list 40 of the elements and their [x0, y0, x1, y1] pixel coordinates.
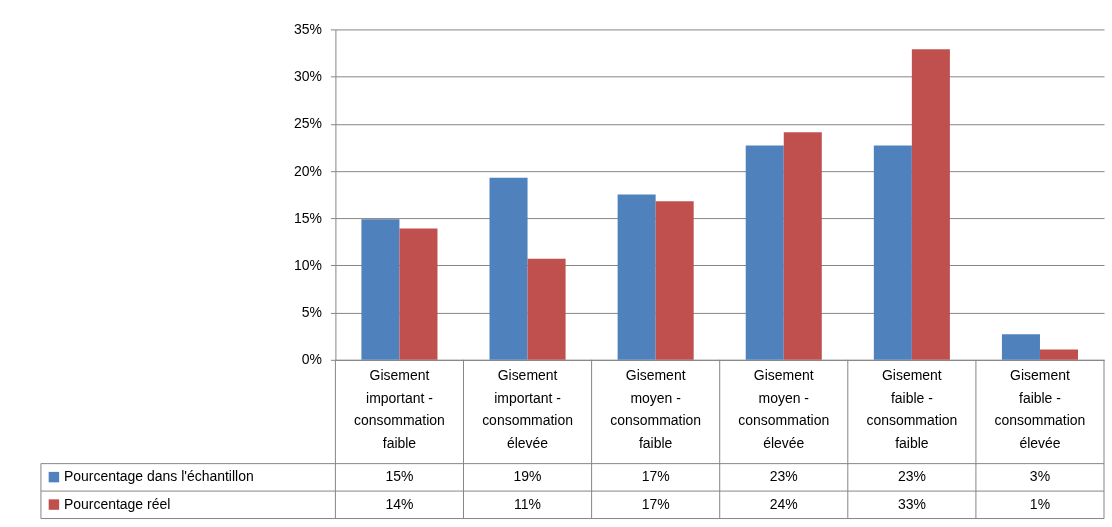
y-tick-label: 15% — [293, 209, 322, 226]
y-tick-label: 10% — [293, 256, 322, 273]
legend-label: Pourcentage réel — [63, 495, 171, 512]
y-tick-label: 0% — [301, 351, 322, 368]
bar — [911, 49, 950, 360]
data-label: 11% — [514, 495, 542, 512]
data-label: 17% — [641, 495, 670, 512]
data-label: 23% — [897, 468, 926, 485]
x-tick-label: Gisement moyen - consommation élevée — [738, 367, 830, 451]
data-label: 1% — [1029, 495, 1051, 512]
x-tick-label: Gisement moyen - consommation faible — [610, 367, 702, 451]
bar — [527, 258, 566, 360]
x-tick-label: Gisement faible - consommation faible — [866, 367, 958, 451]
data-label: 15% — [385, 468, 414, 485]
bar — [1039, 349, 1078, 360]
data-label: 19% — [513, 468, 542, 485]
y-tick-label: 20% — [293, 162, 322, 179]
y-tick-label: 30% — [293, 68, 322, 85]
bar — [873, 145, 912, 360]
data-label: 33% — [897, 495, 926, 512]
data-label: 3% — [1029, 468, 1051, 485]
data-label: 17% — [641, 468, 670, 485]
data-label: 23% — [769, 468, 798, 485]
bar — [617, 194, 656, 360]
bar — [399, 228, 438, 360]
bar — [1001, 334, 1040, 360]
data-label: 24% — [769, 495, 798, 512]
x-tick-label: Gisement faible - consommation élevée — [994, 367, 1086, 451]
bar — [655, 201, 694, 360]
bar — [783, 132, 822, 360]
y-tick-label: 5% — [301, 304, 322, 321]
x-tick-label: Gisement important - consommation faible — [354, 367, 445, 451]
data-label: 14% — [385, 495, 414, 512]
bar — [489, 177, 528, 360]
y-tick-label: 25% — [293, 115, 322, 132]
legend-label: Pourcentage dans l'échantillon — [63, 468, 254, 485]
x-tick-label: Gisement important - consommation élevée — [482, 367, 573, 451]
bar — [361, 219, 400, 360]
bar — [745, 145, 784, 360]
y-tick-label: 35% — [293, 20, 322, 37]
